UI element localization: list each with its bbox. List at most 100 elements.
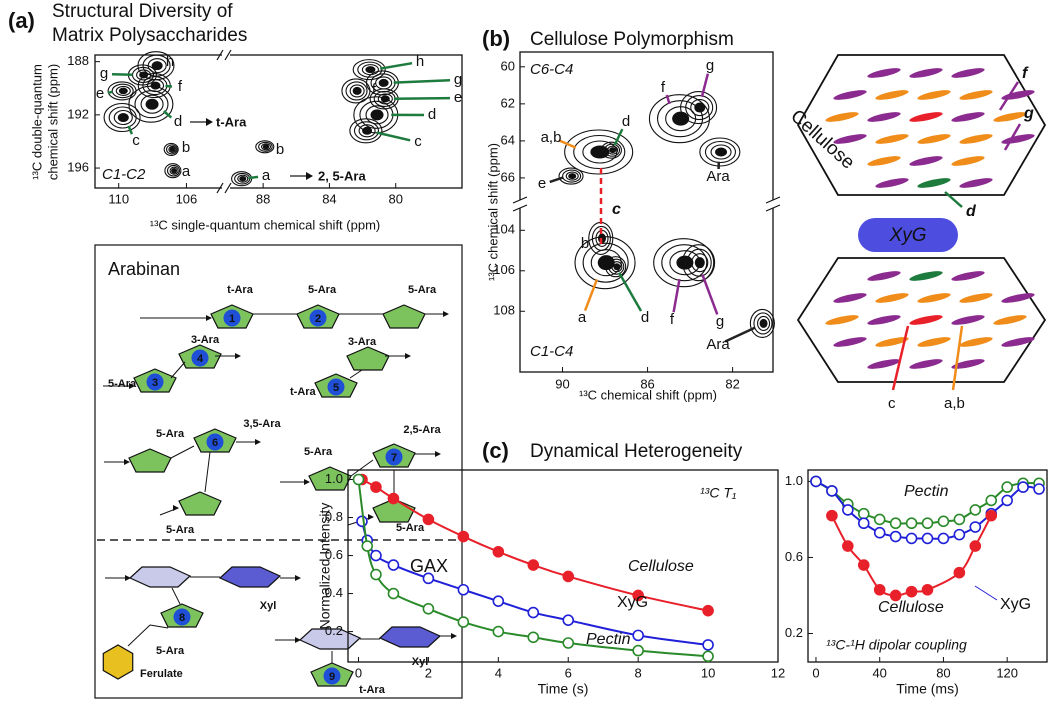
y-tick-label: 64	[501, 132, 515, 147]
data-point	[937, 532, 950, 545]
residue-label: t-Ara	[359, 684, 386, 696]
y-tick-label: 106	[493, 262, 515, 277]
y-tick-label: 196	[67, 159, 89, 174]
residue-number: 6	[212, 437, 218, 449]
peak-label: b	[182, 139, 190, 156]
contour	[590, 249, 622, 277]
contour	[164, 163, 182, 179]
region-label: C6-C4	[530, 61, 573, 78]
peak-label: a	[182, 163, 191, 180]
line	[127, 125, 134, 135]
peak-label: g	[706, 57, 714, 74]
series-label: Pectin	[904, 483, 949, 500]
glucan-chain	[867, 112, 901, 122]
y-tick-label: 192	[67, 106, 89, 121]
glucan-chain	[993, 112, 1027, 122]
arrow-head	[295, 575, 301, 581]
x-tick-label: 88	[256, 191, 270, 206]
contour	[648, 94, 711, 144]
y-tick-label: 60	[501, 58, 515, 73]
data-point	[492, 625, 505, 638]
contour	[608, 258, 625, 275]
line	[512, 196, 528, 204]
y-axis-label: chemical shift (ppm)	[45, 64, 60, 180]
residue-badge	[146, 373, 164, 391]
data-point	[702, 639, 714, 651]
contour	[237, 174, 249, 183]
y-tick-label: 1.0	[785, 473, 803, 488]
contour	[600, 141, 622, 159]
x-axis-label: ¹³C single-quantum chemical shift (ppm)	[150, 217, 380, 232]
data-point	[985, 509, 998, 522]
arrow-head	[206, 315, 212, 321]
y-tick-label: 66	[501, 169, 515, 184]
residue-label: 3,5-Ara	[243, 418, 281, 430]
glucan-chain	[875, 337, 909, 347]
data-point	[356, 515, 368, 528]
data-point	[387, 559, 400, 571]
residue-number: 1	[229, 313, 235, 325]
residue-number: 9	[329, 671, 335, 683]
glucan-chain	[917, 337, 951, 347]
data-point	[702, 604, 714, 617]
peak-label: c	[414, 133, 422, 150]
arrow-head	[173, 505, 179, 511]
line	[376, 131, 411, 142]
peak	[676, 255, 694, 270]
line	[765, 196, 781, 204]
glucan-chain	[867, 359, 901, 369]
peak	[139, 71, 149, 79]
annotation: t-Ara	[216, 114, 247, 129]
residue-badge	[173, 608, 191, 626]
data-point	[370, 481, 382, 493]
y-axis-label: Normalized Intensity	[317, 503, 333, 630]
contour	[564, 129, 634, 175]
arabinose-ring	[178, 491, 222, 516]
annotation: 2, 5-Ara	[318, 168, 366, 183]
line	[149, 624, 169, 629]
residue-number: 5	[333, 382, 339, 394]
data-point	[387, 492, 400, 505]
x-tick-label: 82	[725, 376, 739, 391]
panel-label: (a)	[8, 8, 35, 33]
glucan-chain	[917, 134, 951, 144]
glucan-chain	[951, 68, 985, 78]
data-point	[387, 587, 400, 600]
line	[216, 49, 224, 61]
data-point	[969, 504, 982, 516]
data-point	[889, 517, 902, 530]
glucan-chain	[951, 315, 985, 325]
data-point	[826, 509, 838, 522]
data-point	[889, 589, 902, 602]
glucan-chain	[1001, 293, 1035, 303]
contour	[605, 256, 627, 278]
series-line	[831, 515, 993, 597]
residue-label: 3-Ara	[348, 336, 377, 348]
arrow-head	[405, 353, 411, 359]
peak	[352, 86, 362, 95]
line	[974, 585, 998, 601]
residue-label: 5-Ara	[156, 428, 185, 440]
residue-label: 5-Ara	[408, 284, 437, 296]
series-label: Cellulose	[628, 558, 694, 575]
contour	[565, 171, 579, 181]
region-label: C1-C4	[530, 343, 573, 360]
diagram-label: XyG	[889, 225, 927, 246]
contour	[134, 90, 169, 119]
x-tick-label: 86	[640, 376, 654, 391]
x-tick-label: 80	[388, 191, 402, 206]
residue-number: 4	[197, 353, 204, 365]
contour	[115, 85, 131, 96]
panel-title: Structural Diversity of	[52, 1, 233, 22]
contour	[365, 105, 389, 125]
glucan-chain	[1001, 134, 1035, 144]
glucan-chain	[951, 359, 985, 369]
contour	[357, 61, 383, 78]
peak-label: e	[454, 89, 462, 106]
glucan-chain	[959, 134, 993, 144]
residue-label: 5-Ara	[304, 446, 333, 458]
y-tick-label: 0.2	[325, 623, 343, 638]
data-point	[873, 513, 886, 526]
contour	[691, 253, 709, 273]
line	[204, 451, 211, 493]
